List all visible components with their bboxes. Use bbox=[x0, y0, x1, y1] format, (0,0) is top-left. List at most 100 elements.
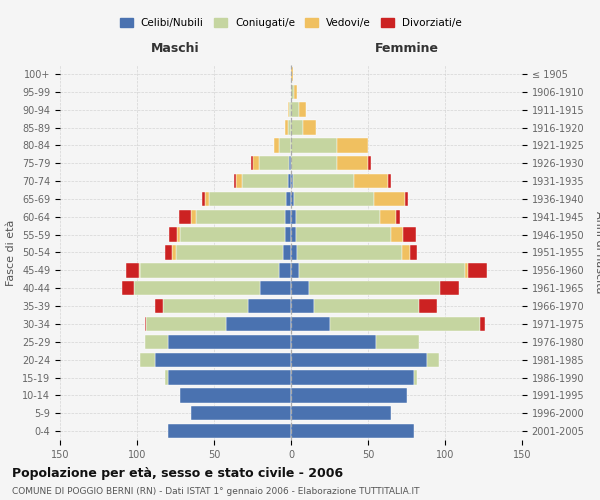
Bar bbox=[260, 281, 291, 295]
Bar bbox=[291, 210, 296, 224]
Bar bbox=[419, 299, 437, 313]
Bar bbox=[172, 246, 176, 260]
Bar bbox=[291, 84, 294, 99]
Bar bbox=[191, 210, 196, 224]
Bar bbox=[314, 299, 419, 313]
Bar bbox=[291, 246, 297, 260]
Bar bbox=[140, 263, 278, 278]
Bar bbox=[291, 317, 329, 331]
Bar bbox=[236, 174, 242, 188]
Bar bbox=[291, 281, 310, 295]
Bar bbox=[296, 210, 380, 224]
Text: Femmine: Femmine bbox=[374, 42, 439, 55]
Bar bbox=[248, 299, 291, 313]
Bar bbox=[168, 334, 291, 349]
Bar bbox=[288, 102, 289, 117]
Bar bbox=[291, 299, 314, 313]
Bar bbox=[294, 84, 297, 99]
Bar bbox=[140, 352, 155, 367]
Bar bbox=[388, 174, 391, 188]
Legend: Celibi/Nubili, Coniugati/e, Vedovi/e, Divorziati/e: Celibi/Nubili, Coniugati/e, Vedovi/e, Di… bbox=[116, 14, 466, 32]
Bar bbox=[291, 156, 337, 170]
Bar bbox=[253, 156, 259, 170]
Bar bbox=[126, 263, 139, 278]
Bar bbox=[440, 281, 459, 295]
Bar bbox=[146, 317, 226, 331]
Bar bbox=[134, 281, 260, 295]
Bar bbox=[155, 299, 163, 313]
Bar bbox=[291, 138, 337, 152]
Bar bbox=[165, 246, 172, 260]
Bar bbox=[205, 192, 209, 206]
Bar bbox=[402, 246, 410, 260]
Bar bbox=[286, 192, 291, 206]
Text: Maschi: Maschi bbox=[151, 42, 200, 55]
Bar bbox=[163, 299, 248, 313]
Bar bbox=[259, 156, 289, 170]
Y-axis label: Fasce di età: Fasce di età bbox=[7, 220, 16, 286]
Bar bbox=[291, 228, 296, 242]
Bar bbox=[155, 352, 291, 367]
Bar bbox=[376, 334, 419, 349]
Bar bbox=[180, 228, 285, 242]
Bar bbox=[354, 174, 388, 188]
Bar bbox=[410, 246, 417, 260]
Bar bbox=[337, 138, 368, 152]
Bar bbox=[251, 156, 253, 170]
Bar bbox=[226, 317, 291, 331]
Bar bbox=[291, 424, 414, 438]
Bar bbox=[165, 370, 168, 384]
Bar bbox=[176, 246, 283, 260]
Bar bbox=[396, 210, 400, 224]
Bar bbox=[288, 174, 291, 188]
Bar bbox=[391, 228, 403, 242]
Bar bbox=[234, 174, 236, 188]
Text: Popolazione per età, sesso e stato civile - 2006: Popolazione per età, sesso e stato civil… bbox=[12, 468, 343, 480]
Bar bbox=[289, 156, 291, 170]
Bar bbox=[168, 370, 291, 384]
Bar bbox=[291, 334, 376, 349]
Bar bbox=[465, 263, 468, 278]
Bar bbox=[291, 263, 299, 278]
Bar bbox=[289, 102, 291, 117]
Bar bbox=[291, 120, 304, 134]
Bar bbox=[180, 388, 291, 402]
Bar bbox=[278, 138, 291, 152]
Bar bbox=[291, 370, 414, 384]
Bar bbox=[481, 317, 485, 331]
Bar bbox=[374, 192, 405, 206]
Bar bbox=[329, 317, 481, 331]
Bar bbox=[291, 67, 293, 81]
Bar bbox=[177, 228, 180, 242]
Bar bbox=[291, 174, 293, 188]
Bar bbox=[304, 120, 316, 134]
Bar bbox=[274, 138, 278, 152]
Bar bbox=[179, 210, 191, 224]
Bar bbox=[285, 120, 288, 134]
Bar bbox=[310, 281, 440, 295]
Bar bbox=[278, 263, 291, 278]
Bar bbox=[299, 102, 307, 117]
Bar bbox=[291, 406, 391, 420]
Bar bbox=[291, 192, 294, 206]
Bar bbox=[285, 228, 291, 242]
Bar bbox=[196, 210, 285, 224]
Bar bbox=[427, 352, 439, 367]
Bar bbox=[291, 388, 407, 402]
Bar bbox=[405, 192, 408, 206]
Text: COMUNE DI POGGIO BERNI (RN) - Dati ISTAT 1° gennaio 2006 - Elaborazione TUTTITAL: COMUNE DI POGGIO BERNI (RN) - Dati ISTAT… bbox=[12, 488, 419, 496]
Bar bbox=[293, 174, 354, 188]
Bar bbox=[202, 192, 205, 206]
Bar bbox=[291, 352, 427, 367]
Bar bbox=[145, 317, 146, 331]
Bar bbox=[209, 192, 286, 206]
Bar bbox=[169, 228, 177, 242]
Bar bbox=[242, 174, 288, 188]
Bar bbox=[294, 192, 374, 206]
Bar bbox=[380, 210, 396, 224]
Bar bbox=[122, 281, 134, 295]
Bar bbox=[168, 424, 291, 438]
Bar bbox=[296, 228, 391, 242]
Bar bbox=[139, 263, 140, 278]
Y-axis label: Anni di nascita: Anni di nascita bbox=[594, 211, 600, 294]
